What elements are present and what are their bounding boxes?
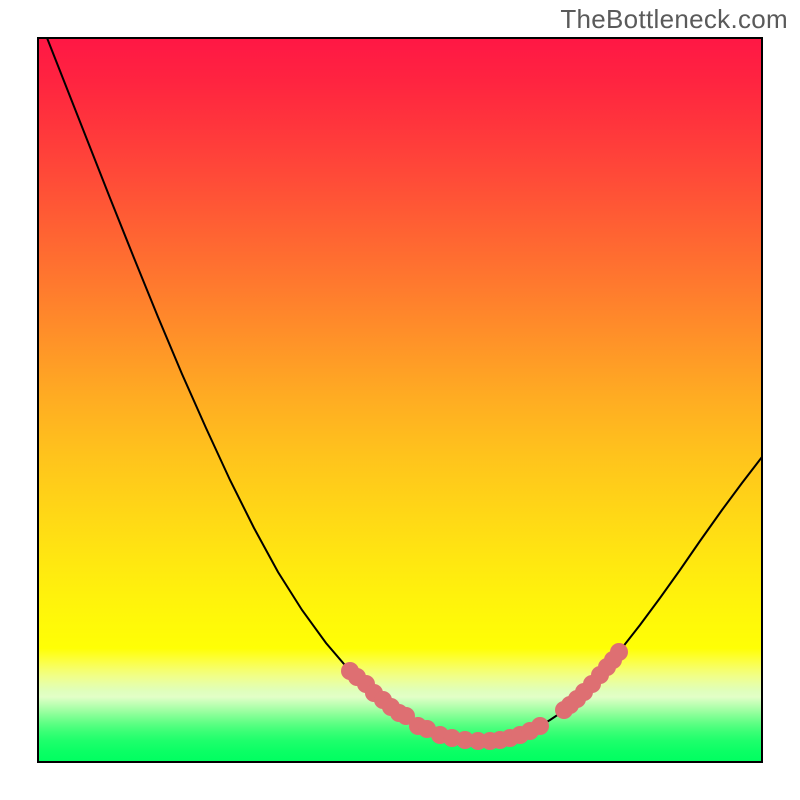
plot-background [38,38,762,762]
marker-dot [610,643,628,661]
marker-dot [531,717,549,735]
bottleneck-chart [0,0,800,800]
watermark-text: TheBottleneck.com [560,4,788,35]
